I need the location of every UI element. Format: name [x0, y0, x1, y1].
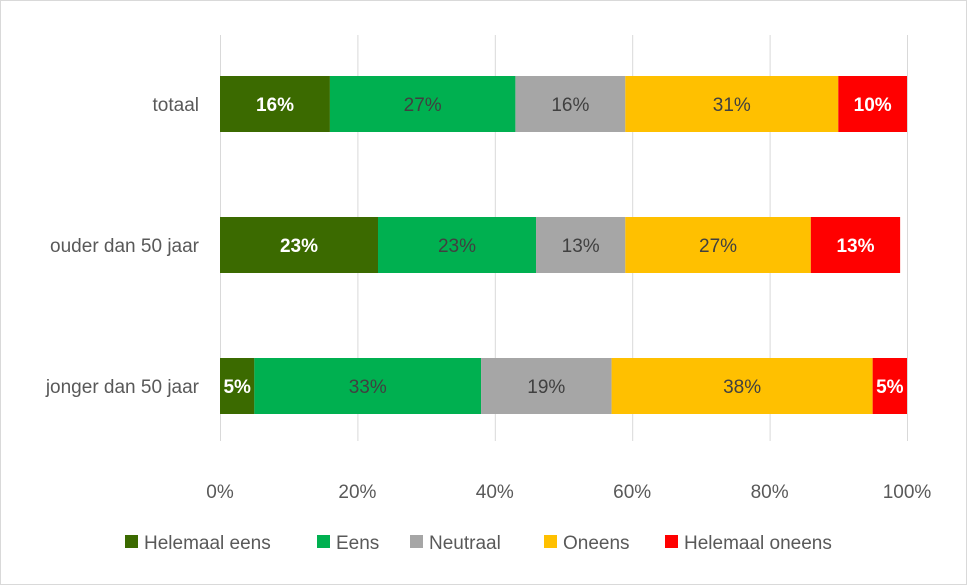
x-tick-label: 20% — [338, 482, 376, 503]
bar-segment — [220, 217, 379, 273]
bar-segment — [254, 358, 482, 414]
legend: Helemaal eens Eens Neutraal Oneens Helemaal … — [125, 533, 832, 554]
x-tick-label: 80% — [751, 482, 789, 503]
legend-label: Neutraal — [429, 533, 501, 554]
data-label: 31% — [713, 95, 751, 116]
bar-segment — [838, 76, 907, 132]
bar-segment — [536, 217, 626, 273]
data-label: 27% — [699, 236, 737, 257]
data-label: 33% — [349, 377, 387, 398]
bar-segment — [220, 358, 255, 414]
data-label: 5% — [223, 377, 251, 398]
legend-swatch — [544, 535, 557, 548]
data-label: 23% — [438, 236, 476, 257]
category-label: totaal — [153, 95, 199, 116]
legend-label: Helemaal oneens — [684, 533, 832, 554]
data-label: 23% — [280, 236, 318, 257]
legend-label: Helemaal eens — [144, 533, 271, 554]
x-axis-ticks: 0% 20% 40% 60% 80% 100% — [206, 482, 931, 503]
legend-label: Eens — [336, 533, 379, 554]
bar-segment — [611, 358, 873, 414]
bar-segment — [329, 76, 516, 132]
bar-area: 16% 27% 16% 31% 10% 23% 23% 13% 27% 13% 5% 33% 19% 38… — [220, 76, 907, 414]
legend-swatch — [317, 535, 330, 548]
bar-segment — [481, 358, 612, 414]
data-label: 13% — [836, 236, 874, 257]
category-label: ouder dan 50 jaar — [50, 236, 200, 257]
x-tick-label: 0% — [206, 482, 234, 503]
category-labels: totaal ouder dan 50 jaar jonger dan 50 jaa… — [45, 95, 200, 398]
legend-label: Oneens — [563, 533, 630, 554]
x-tick-label: 100% — [883, 482, 932, 503]
data-label: 5% — [876, 377, 904, 398]
legend-swatch — [125, 535, 138, 548]
legend-swatch — [665, 535, 678, 548]
x-tick-label: 40% — [476, 482, 514, 503]
data-label: 27% — [404, 95, 442, 116]
data-label: 10% — [854, 95, 892, 116]
bar-segment — [515, 76, 626, 132]
data-label: 13% — [562, 236, 600, 257]
bar-segment — [220, 76, 330, 132]
x-tick-label: 60% — [613, 482, 651, 503]
bar-segment — [378, 217, 537, 273]
data-label: 38% — [723, 377, 761, 398]
legend-swatch — [410, 535, 423, 548]
data-label: 16% — [551, 95, 589, 116]
data-label: 16% — [256, 95, 294, 116]
bar-segment — [625, 217, 811, 273]
bar-segment — [872, 358, 907, 414]
bar-segment — [625, 76, 839, 132]
bar-segment — [810, 217, 901, 273]
category-label: jonger dan 50 jaar — [45, 377, 200, 398]
data-label: 19% — [527, 377, 565, 398]
